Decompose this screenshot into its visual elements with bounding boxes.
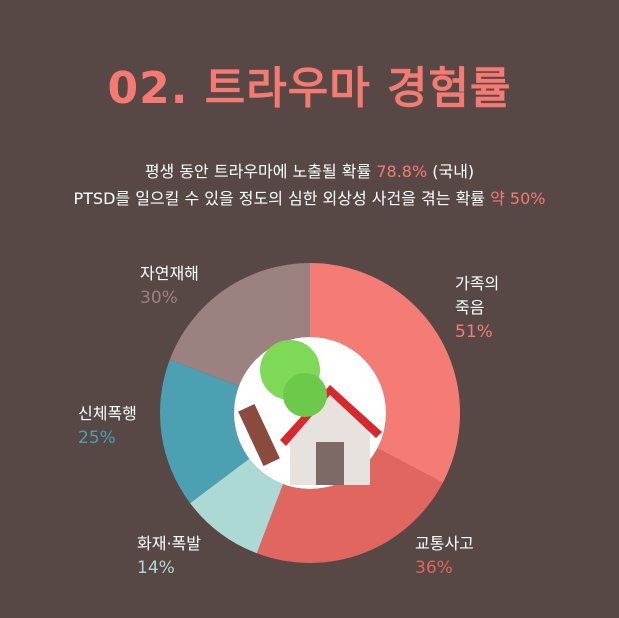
category-label: 가족의 죽음 [455,274,500,317]
value-label: 30% [140,288,178,308]
category-label: 화재·폭발 [137,534,201,553]
house-icon [234,337,386,489]
subtitle-text: (국내) [427,162,475,181]
slice [169,263,310,387]
subtitle-highlight: 78.8% [376,162,428,181]
subtitle-line: 평생 동안 트라우마에 노출될 확률 78.8% (국내) [0,158,619,182]
value-label: 14% [137,558,175,578]
value-label: 51% [455,322,493,342]
slice-label: 신체폭행 25% [78,402,137,450]
house-roof [280,385,382,446]
subtitle-highlight: 약 50% [490,189,546,208]
category-label: 신체폭행 [78,404,137,423]
slice-label: 교통사고 36% [415,532,474,580]
slice-label: 자연재해 30% [140,262,199,310]
value-label: 25% [78,428,116,448]
slice-label: 화재·폭발 14% [137,532,201,580]
slice [310,263,460,483]
value-label: 36% [415,558,453,578]
subtitle-text: PTSD를 일으킬 수 있을 정도의 심한 외상성 사건을 겪는 확률 [73,189,491,208]
slice [256,448,443,563]
slices [160,263,460,563]
tree [283,373,327,417]
title: 02. 트라우마 경험률 [107,63,512,114]
slice [160,359,250,504]
house-chimney [238,404,280,466]
category-label: 교통사고 [415,534,474,553]
category-label: 자연재해 [140,264,199,283]
house-door [316,442,344,485]
subtitle-text: 평생 동안 트라우마에 노출될 확률 [144,162,377,181]
slice [190,458,284,554]
subtitle-line: PTSD를 일으킬 수 있을 정도의 심한 외상성 사건을 겪는 확률 약 50… [0,185,619,209]
slice-label: 가족의 죽음 51% [455,272,499,344]
